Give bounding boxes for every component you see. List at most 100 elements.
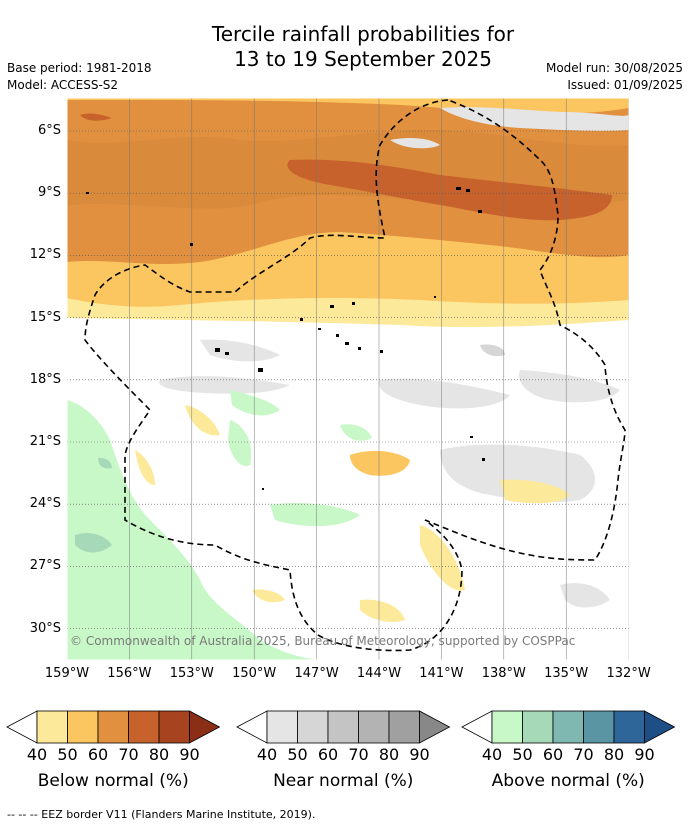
near-50-patch [480, 344, 505, 357]
near-40-patch [379, 378, 510, 409]
legend-swatch [583, 710, 615, 744]
latitude-label: 15°S [29, 309, 61, 325]
probability-field [67, 98, 629, 660]
eez-footnote: -- -- -- EEZ border V11 (Flanders Marine… [7, 808, 316, 821]
legend-swatch [522, 710, 554, 744]
latitude-label: 9°S [37, 185, 61, 201]
near-40-top [440, 107, 629, 131]
legend-colorbar [236, 710, 451, 744]
legend-swatch [97, 710, 129, 744]
latitude-label: 18°S [29, 371, 61, 387]
below-40-patch [135, 450, 155, 485]
longitude-label: 132°W [606, 666, 651, 681]
longitude-label: 159°W [44, 666, 90, 681]
below-40-patch [360, 599, 405, 622]
legend-tick: 80 [148, 745, 170, 764]
copyright-notice: © Commonwealth of Australia 2025, Bureau… [70, 634, 576, 648]
legend-tick: 70 [118, 745, 139, 764]
legend-swatch [613, 710, 645, 744]
above-40-patch [340, 424, 372, 441]
above-40-patch [228, 420, 252, 466]
near-40-patch [560, 583, 610, 608]
legend-tick: 40 [481, 745, 503, 764]
map-frame [66, 97, 630, 661]
longitude-label: 153°W [169, 666, 214, 681]
legend-lower-arrow [461, 710, 493, 744]
legend-tick: 60 [317, 745, 339, 764]
near-40-patch [519, 370, 620, 403]
map-title: Tercile rainfall probabilities for 13 to… [0, 22, 690, 72]
legend-tick: 50 [287, 745, 308, 764]
above-40-region [67, 400, 320, 660]
legend-title: Above normal (%) [491, 771, 645, 791]
legend-swatch [491, 710, 523, 744]
legend-tick: 80 [603, 745, 625, 764]
legend-tick: 80 [378, 745, 400, 764]
legend-swatch [158, 710, 190, 744]
longitude-label: 156°W [107, 666, 152, 681]
legend-tick: 90 [179, 745, 200, 764]
longitude-label: 135°W [544, 666, 589, 681]
above-50-patch [98, 457, 112, 469]
legend-swatch [552, 710, 584, 744]
legend-tick: 60 [542, 745, 564, 764]
above-40-patch [270, 503, 360, 527]
longitude-label: 144°W [356, 666, 402, 681]
legend-upper-arrow [189, 710, 221, 744]
title-line-2: 13 to 19 September 2025 [234, 47, 492, 71]
longitude-label: 147°W [294, 666, 339, 681]
above-40-patch [230, 390, 280, 416]
eez-border [84, 99, 626, 652]
legend-tick: 40 [26, 745, 48, 764]
islands [86, 187, 485, 490]
near-40-patch [200, 339, 280, 362]
model-run: Model run: 30/08/2025 [545, 61, 683, 75]
legend-tick: 50 [57, 745, 78, 764]
near-40-patch [390, 137, 440, 149]
legend-upper-arrow [419, 710, 451, 744]
legend-swatch [297, 710, 329, 744]
latitude-label: 12°S [29, 247, 61, 263]
meta-left: Base period: 1981-2018 Model: ACCESS-S2 [7, 60, 152, 94]
legend-tick: 60 [87, 745, 109, 764]
legend-tick: 40 [256, 745, 278, 764]
meta-right: Model run: 30/08/2025 Issued: 01/09/2025 [546, 60, 683, 94]
base-period: Base period: 1981-2018 [7, 61, 152, 75]
below-40-patch [420, 525, 465, 591]
legend-title: Below normal (%) [37, 771, 189, 791]
legend-lower-arrow [6, 710, 38, 744]
below-70-spot [80, 113, 112, 121]
above-50-patch [75, 533, 112, 553]
legend-swatch [266, 710, 298, 744]
legend-tick: 90 [634, 745, 655, 764]
legend-title: Near normal (%) [273, 771, 414, 791]
latitude-label: 30°S [29, 620, 61, 636]
legends [6, 710, 676, 744]
legend-colorbar [6, 710, 221, 744]
legend-upper-arrow [644, 710, 676, 744]
latitude-label: 24°S [29, 496, 61, 512]
longitude-label: 138°W [481, 666, 526, 681]
issued-date: Issued: 01/09/2025 [567, 78, 683, 92]
below-40-patch [185, 405, 220, 436]
legend-swatch [67, 710, 99, 744]
legend-swatch [358, 710, 390, 744]
legend-colorbar [461, 710, 676, 744]
below-70-region [287, 159, 612, 221]
below-40-patch [252, 589, 285, 603]
latitude-label: 21°S [29, 434, 61, 449]
legend-tick: 50 [512, 745, 533, 764]
below-50-patch [350, 450, 410, 476]
latitude-label: 6°S [37, 123, 61, 138]
legend-swatch [36, 710, 68, 744]
title-line-1: Tercile rainfall probabilities for [211, 22, 515, 46]
latitude-label: 27°S [29, 558, 61, 574]
longitude-label: 141°W [419, 666, 464, 681]
longitude-label: 150°W [232, 666, 277, 681]
legend-swatch [128, 710, 160, 744]
below-40-patch [500, 479, 570, 504]
model-name: Model: ACCESS-S2 [7, 78, 119, 92]
legend-lower-arrow [236, 710, 268, 744]
legend-swatch [327, 710, 359, 744]
